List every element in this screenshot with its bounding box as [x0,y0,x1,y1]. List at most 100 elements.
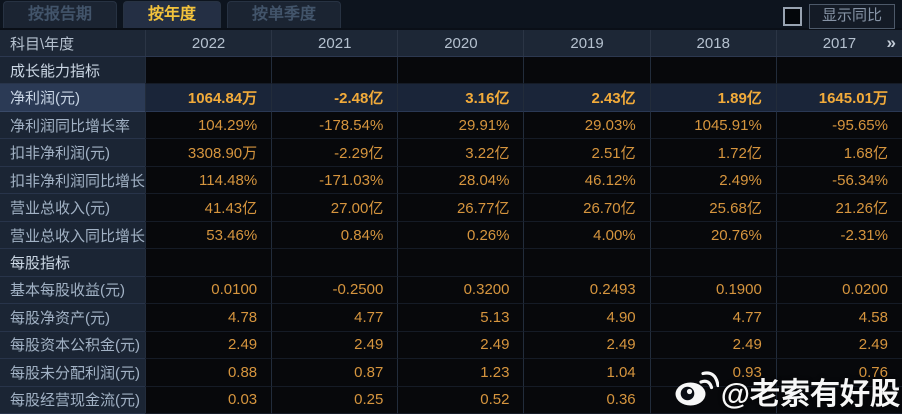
row-label: 每股未分配利润(元) [0,359,145,387]
show-yoy-checkbox[interactable] [782,7,802,26]
value-cell: 0.0100 [145,276,272,305]
value-cell: 104.29% [145,111,272,140]
value-cell: 2.51亿 [523,139,650,167]
value-cell [649,386,776,414]
more-years-icon[interactable]: » [886,33,897,52]
period-tabbar: 按报告期 按年度 按单季度 显示同比 [0,0,902,30]
value-cell [397,57,524,85]
value-cell: -171.03% [271,166,398,195]
value-cell: 0.0200 [775,276,902,305]
value-cell [145,57,272,85]
value-cell [271,249,398,277]
value-cell: 21.26亿 [775,194,902,222]
table-row: 净利润(元) 1064.84万 -2.48亿 3.16亿 2.43亿 1.89亿 1645.… [0,84,902,112]
table-row: 扣非净利润(元) 3308.90万 -2.29亿 3.22亿 2.51亿 1.72亿 1.6… [0,139,902,167]
tab-by-single-quarter[interactable]: 按单季度 [227,1,342,28]
table-row: 每股净资产(元) 4.78 4.77 5.13 4.90 4.77 4.58 [0,304,902,332]
value-cell: 4.78 [145,304,272,332]
year-header-2020: 2020 [397,30,523,56]
table-header-row: 科目\年度 2022 2021 2020 2019 2018 2017» [0,30,902,57]
year-header-2019: 2019 [523,30,649,56]
value-cell: 2.49 [271,331,398,360]
value-cell [649,57,776,85]
value-cell: -2.29亿 [271,139,398,167]
year-header-2022: 2022 [145,30,271,56]
table-row: 基本每股收益(元) 0.0100 -0.2500 0.3200 0.2493 0.1900… [0,276,902,305]
table-row: 营业总收入同比增长率53.46%0.84%0.26%4.00%20.76%-2.… [0,221,902,250]
value-cell: 4.00% [523,221,650,250]
row-label: 营业总收入(元) [0,194,145,222]
value-cell: 0.88 [145,359,272,387]
value-cell: 1.23 [397,359,524,387]
value-cell: 5.13 [397,304,524,332]
value-cell: 1045.91% [649,111,776,140]
row-label: 营业总收入同比增长率 [0,221,145,250]
value-cell: 26.77亿 [397,194,524,222]
tab-by-year[interactable]: 按年度 [123,1,222,28]
value-cell: 4.58 [775,304,902,332]
value-cell: 0.87 [271,359,398,387]
value-cell: 27.00亿 [271,194,398,222]
value-cell: 1.04 [523,359,650,387]
table-row: 扣非净利润同比增长率114.48%-171.03%28.04%46.12%2.4… [0,166,902,195]
value-cell: 2.49 [523,331,650,360]
value-cell [775,386,902,414]
value-cell: 3308.90万 [145,139,272,167]
value-cell [775,249,902,277]
value-cell: 4.77 [649,304,776,332]
value-cell: 26.70亿 [523,194,650,222]
value-cell [649,249,776,277]
value-cell: 29.03% [523,111,650,140]
value-cell [145,249,272,277]
value-cell: -2.31% [775,221,902,250]
value-cell: 0.93 [649,359,776,387]
value-cell: 29.91% [397,111,524,140]
row-label: 扣非净利润(元) [0,139,145,167]
value-cell: 1064.84万 [145,84,272,112]
value-cell: 2.43亿 [523,84,650,112]
value-cell: 1.72亿 [649,139,776,167]
year-header-2017: 2017» [775,30,902,56]
table-body: 成长能力指标 净利润(元) 1064.84万 -2.48亿 3.16亿 2.43亿 1.89… [0,57,902,414]
value-cell: 0.36 [523,386,650,414]
value-cell: 0.2493 [523,276,650,305]
value-cell: 1645.01万 [775,84,902,112]
value-cell [397,249,524,277]
section-row: 每股指标 [0,249,902,277]
value-cell: 20.76% [649,221,776,250]
value-cell [523,57,650,85]
value-cell: 0.25 [271,386,398,414]
table-row: 每股资本公积金(元) 2.49 2.49 2.49 2.49 2.49 2.49 [0,331,902,360]
show-yoy-controls: 显示同比 [782,4,895,29]
table-row: 营业总收入(元) 41.43亿 27.00亿 26.77亿 26.70亿 25.68亿 21… [0,194,902,222]
value-cell: 2.49 [649,331,776,360]
value-cell: 53.46% [145,221,272,250]
value-cell: 0.3200 [397,276,524,305]
value-cell: -0.2500 [271,276,398,305]
row-label: 成长能力指标 [0,57,145,85]
value-cell: 2.49 [397,331,524,360]
row-label: 基本每股收益(元) [0,276,145,305]
tab-by-report-period[interactable]: 按报告期 [3,1,118,28]
value-cell: -56.34% [775,166,902,195]
corner-header-label: 科目\年度 [10,35,75,53]
value-cell: 0.03 [145,386,272,414]
row-label: 每股资本公积金(元) [0,331,145,360]
value-cell: 2.49 [775,331,902,360]
table-row: 每股经营现金流(元) 0.03 0.25 0.52 0.36 [0,386,902,414]
row-label: 净利润(元) [0,84,145,112]
value-cell: 0.1900 [649,276,776,305]
value-cell: 0.76 [775,359,902,387]
value-cell [271,57,398,85]
value-cell: 1.89亿 [649,84,776,112]
row-label: 扣非净利润同比增长率 [0,166,145,195]
row-label: 每股指标 [0,249,145,277]
row-label: 每股经营现金流(元) [0,386,145,414]
show-yoy-button[interactable]: 显示同比 [808,4,895,29]
value-cell: -178.54% [271,111,398,140]
value-cell: 4.77 [271,304,398,332]
value-cell: 46.12% [523,166,650,195]
value-cell [775,57,902,85]
year-header-2021: 2021 [271,30,397,56]
